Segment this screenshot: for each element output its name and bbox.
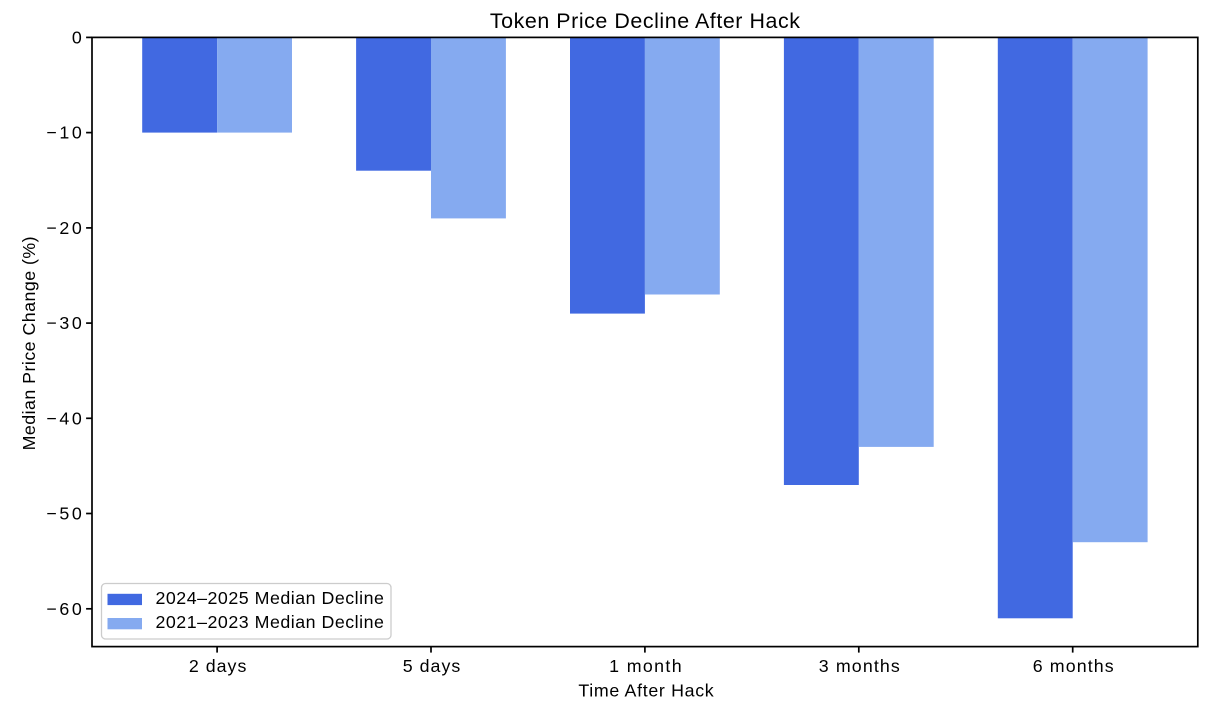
svg-text:Time After Hack: Time After Hack [578, 681, 713, 701]
svg-text:6 months: 6 months [1033, 656, 1114, 676]
svg-text:−30: −30 [46, 313, 82, 333]
svg-text:−50: −50 [46, 504, 82, 524]
svg-text:−40: −40 [46, 408, 82, 428]
svg-text:−10: −10 [46, 123, 82, 143]
svg-text:3 months: 3 months [819, 656, 900, 676]
svg-text:−20: −20 [46, 218, 82, 238]
svg-text:Token Price Decline After Hack: Token Price Decline After Hack [490, 9, 800, 33]
svg-text:2024–2025 Median Decline: 2024–2025 Median Decline [156, 588, 385, 608]
svg-text:0: 0 [72, 27, 82, 47]
svg-text:5 days: 5 days [403, 656, 461, 676]
svg-text:2 days: 2 days [189, 656, 247, 676]
svg-text:−60: −60 [46, 599, 82, 619]
svg-text:1 month: 1 month [609, 656, 682, 676]
svg-text:Median Price Change (%): Median Price Change (%) [19, 236, 39, 450]
svg-text:2021–2023 Median Decline: 2021–2023 Median Decline [156, 612, 385, 632]
